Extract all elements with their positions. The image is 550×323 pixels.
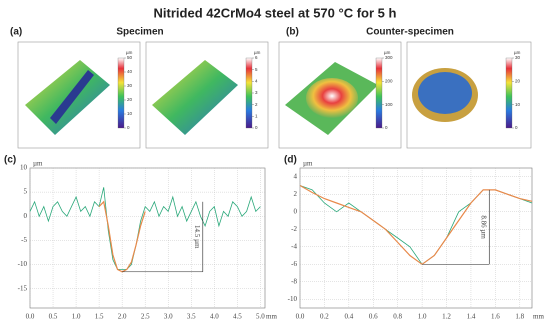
panel-title: Counter-specimen xyxy=(366,27,454,38)
x-tick-label: 0.4 xyxy=(344,313,353,321)
colorbar xyxy=(375,57,383,129)
y-unit: µm xyxy=(33,160,43,168)
colorbar-tick-label: 6 xyxy=(255,55,258,60)
x-tick-label: 0.8 xyxy=(393,313,402,321)
colorbar-tick-label: 20 xyxy=(127,97,133,102)
profile-line xyxy=(299,184,533,266)
y-tick-label: -2 xyxy=(291,225,297,233)
image-frame xyxy=(17,41,141,149)
colorbar-unit: µm xyxy=(254,50,261,55)
y-tick-label: -6 xyxy=(291,260,297,268)
x-tick-label: 1.0 xyxy=(418,313,427,321)
x-tick-label: 1.6 xyxy=(491,313,500,321)
colorbar xyxy=(505,57,513,129)
colorbar-tick-label: 40 xyxy=(127,69,133,74)
colorbar-tick-label: 3 xyxy=(255,90,258,95)
colorbar-tick-label: 5 xyxy=(255,67,258,72)
y-tick-label: 2 xyxy=(294,190,298,198)
colorbar-tick-label: 1 xyxy=(255,114,258,119)
y-tick-label: 5 xyxy=(24,188,28,196)
y-tick-label: -8 xyxy=(291,277,297,285)
y-tick-label: -4 xyxy=(291,242,297,250)
y-tick-label: -10 xyxy=(18,260,28,268)
plot-frame xyxy=(29,167,266,309)
image-frame xyxy=(406,41,532,149)
x-tick-label: 1.0 xyxy=(72,313,81,321)
x-tick-label: 0.0 xyxy=(26,313,35,321)
x-tick-label: 4.5 xyxy=(233,313,242,321)
y-tick-label: 0 xyxy=(294,207,298,215)
y-tick-label: -15 xyxy=(18,284,28,292)
x-unit: mm xyxy=(266,313,277,321)
depth-annotation: 14.5 µm xyxy=(193,225,201,249)
x-tick-label: 0.6 xyxy=(369,313,378,321)
x-tick-label: 4.0 xyxy=(210,313,219,321)
x-tick-label: 1.2 xyxy=(442,313,451,321)
image-frame xyxy=(278,41,402,149)
x-tick-label: 2.5 xyxy=(141,313,150,321)
x-tick-label: 0.0 xyxy=(296,313,305,321)
surface xyxy=(152,60,238,135)
y-tick-label: -10 xyxy=(288,295,298,303)
y-tick-label: -5 xyxy=(21,236,27,244)
y-tick-label: 4 xyxy=(294,172,298,180)
wear-scar xyxy=(418,72,472,114)
x-tick-label: 2.0 xyxy=(118,313,127,321)
colorbar-tick-label: 2 xyxy=(255,102,258,107)
colorbar-tick-label: 50 xyxy=(127,55,133,60)
colorbar-tick-label: 10 xyxy=(515,102,521,107)
colorbar-tick-label: 300 xyxy=(385,55,393,60)
colorbar-tick-label: 20 xyxy=(515,79,521,84)
colorbar-tick-label: 10 xyxy=(127,111,133,116)
surface-renders xyxy=(25,60,478,135)
colorbar-tick-label: 30 xyxy=(515,55,521,60)
groove xyxy=(50,70,94,124)
colorbar-tick-label: 0 xyxy=(255,125,258,130)
colorbar-tick-label: 0 xyxy=(515,125,518,130)
wear-cap xyxy=(306,78,358,118)
x-tick-label: 1.5 xyxy=(95,313,104,321)
colorbar-tick-label: 0 xyxy=(127,125,130,130)
plot-frame xyxy=(299,167,533,309)
x-tick-label: 5.0 xyxy=(256,313,265,321)
x-tick-label: 3.5 xyxy=(187,313,196,321)
profile-line xyxy=(29,187,261,270)
colorbar-tick-label: 30 xyxy=(127,83,133,88)
colorbar-tick-label: 0 xyxy=(385,125,388,130)
x-tick-label: 1.8 xyxy=(515,313,524,321)
colorbar xyxy=(245,57,253,129)
x-tick-label: 3.0 xyxy=(164,313,173,321)
y-tick-label: 10 xyxy=(20,164,28,172)
figure-title: Nitrided 42CrMo4 steel at 570 °C for 5 h xyxy=(154,5,397,20)
x-tick-label: 1.4 xyxy=(467,313,476,321)
colorbar-tick-label: 100 xyxy=(385,102,393,107)
panel-label: (c) xyxy=(4,155,16,166)
colorbar-unit: µm xyxy=(514,50,521,55)
x-unit: mm xyxy=(533,313,544,321)
image-panels xyxy=(17,41,532,149)
colorbar xyxy=(117,57,125,129)
colorbar-unit: µm xyxy=(384,50,391,55)
x-tick-label: 0.2 xyxy=(320,313,329,321)
panel-label: (b) xyxy=(286,27,299,38)
panel-label: (d) xyxy=(284,155,297,166)
x-tick-label: 0.5 xyxy=(49,313,58,321)
y-unit: µm xyxy=(303,160,313,168)
image-frame xyxy=(145,41,269,149)
profile-line xyxy=(299,185,533,265)
panel-title: Specimen xyxy=(116,27,163,38)
panel-label: (a) xyxy=(10,27,22,38)
colorbar-unit: µm xyxy=(126,50,133,55)
colorbar-tick-label: 200 xyxy=(385,79,393,84)
colorbar-tick-label: 4 xyxy=(255,79,258,84)
y-tick-label: 0 xyxy=(24,212,28,220)
depth-annotation: 8.86 µm xyxy=(480,215,488,239)
